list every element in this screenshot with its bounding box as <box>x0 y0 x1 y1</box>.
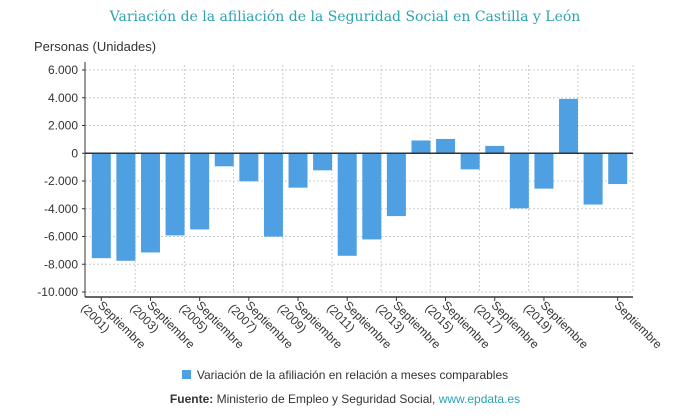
y-tick-label: -10.000 <box>37 285 78 299</box>
bar-2002 <box>116 153 136 261</box>
bar-2022 <box>608 153 628 185</box>
bar-2014 <box>411 140 431 154</box>
bar-2013 <box>386 153 406 217</box>
bar-2004 <box>165 153 185 236</box>
y-axis-label: Personas (Unidades) <box>34 39 157 54</box>
bar-2021 <box>583 153 603 205</box>
legend-label: Variación de la afiliación en relación a… <box>196 368 509 382</box>
x-tick-label: Septiembre <box>612 298 666 352</box>
source-label: Fuente: <box>169 392 214 406</box>
bar-2007 <box>239 153 259 182</box>
y-tick-label: -4.000 <box>44 202 78 216</box>
bar-2017 <box>485 145 505 154</box>
chart-title: Variación de la afiliación de la Segurid… <box>109 9 581 25</box>
bar-2018 <box>509 153 529 209</box>
bar-2020 <box>559 98 579 154</box>
bar-2003 <box>140 153 160 253</box>
bar-2012 <box>362 153 382 240</box>
bar-2011 <box>337 153 357 256</box>
y-tick-label: 6.000 <box>48 63 78 77</box>
y-tick-label: 4.000 <box>48 91 78 105</box>
x-tick-label-line: Septiembre <box>612 298 666 352</box>
y-tick-label: -8.000 <box>44 257 78 271</box>
bar-2008 <box>263 153 283 237</box>
source-link[interactable]: www.epdata.es <box>438 392 521 406</box>
y-tick-label: -6.000 <box>44 230 78 244</box>
y-tick-label: 0 <box>71 146 78 160</box>
y-tick-label: 2.000 <box>48 119 78 133</box>
bar-2016 <box>460 153 480 170</box>
y-tick-label: -2.000 <box>44 174 78 188</box>
x-tick-label: Septiembre(2019) <box>521 291 591 361</box>
bar-2010 <box>313 153 333 171</box>
bar-2005 <box>190 153 210 230</box>
bar-2015 <box>436 138 456 154</box>
legend-swatch <box>181 370 191 379</box>
source-note: Fuente: Ministerio de Empleo y Seguridad… <box>0 392 690 406</box>
legend[interactable]: Variación de la afiliación en relación a… <box>0 368 690 382</box>
source-text: Ministerio de Empleo y Seguridad Social, <box>213 392 439 406</box>
bar-2006 <box>214 153 234 167</box>
bar-2001 <box>91 153 111 259</box>
bar-2009 <box>288 153 308 188</box>
bar-2019 <box>534 153 554 189</box>
